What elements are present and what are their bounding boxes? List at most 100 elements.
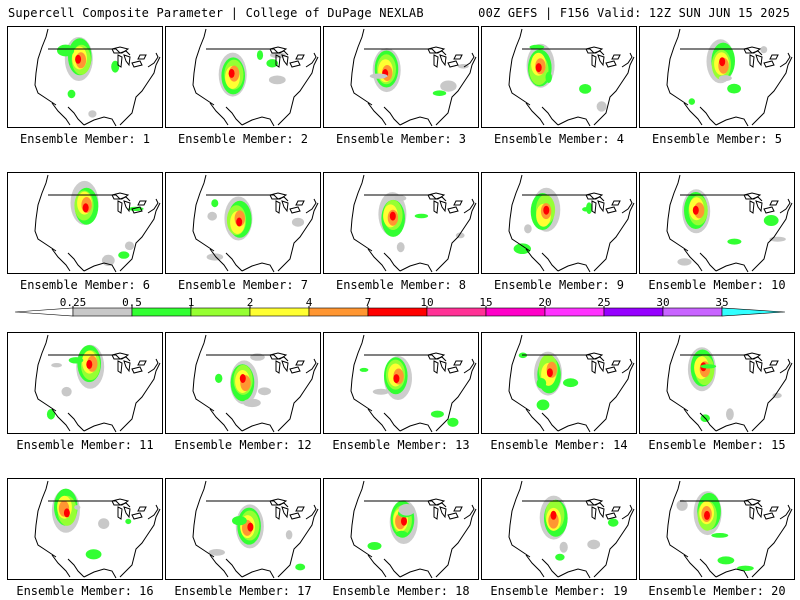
great-lake (433, 54, 439, 68)
great-lake (439, 360, 447, 373)
great-lake (439, 200, 447, 213)
colorbar-segment (131, 307, 192, 317)
great-lake (289, 60, 301, 68)
great-lake (453, 506, 463, 512)
colorbar-segment (426, 307, 487, 317)
great-lake (743, 192, 762, 200)
great-lake (111, 192, 130, 200)
colorbar-segment (544, 307, 605, 317)
ensemble-map (481, 172, 637, 274)
scp-field (367, 500, 418, 550)
great-lake (769, 506, 779, 512)
great-lake (137, 360, 147, 366)
great-lake (453, 200, 463, 206)
great-lake (749, 360, 755, 374)
ensemble-map (481, 478, 637, 580)
us-outline (666, 480, 793, 579)
ensemble-member-panel: Ensemble Member: 19 (481, 478, 637, 598)
great-lake (597, 506, 605, 519)
great-lake (605, 60, 617, 68)
scp-field (518, 351, 579, 411)
great-lake (131, 206, 143, 214)
great-lake (591, 200, 597, 214)
great-lake (281, 200, 289, 213)
us-outline (34, 174, 161, 273)
great-lake (453, 54, 463, 60)
ensemble-member-panel: Ensemble Member: 17 (165, 478, 321, 598)
great-lake (295, 54, 305, 60)
great-lake (433, 360, 439, 374)
great-lake (281, 54, 289, 67)
ensemble-member-panel: Ensemble Member: 10 (639, 172, 795, 292)
colorbar-segment (603, 307, 664, 317)
us-outline (508, 334, 635, 433)
ensemble-member-label: Ensemble Member: 15 (648, 438, 786, 452)
great-lake (131, 366, 143, 374)
great-lake (289, 206, 301, 214)
ensemble-member-label: Ensemble Member: 11 (16, 438, 154, 452)
ensemble-map (481, 26, 637, 128)
us-outline (350, 480, 477, 579)
great-lake (123, 54, 131, 67)
scp-field (539, 495, 619, 561)
great-lake (269, 352, 288, 360)
great-lake (131, 60, 143, 68)
great-lake (743, 498, 762, 506)
colorbar-segment (72, 307, 133, 317)
ensemble-map (323, 478, 479, 580)
great-lake (755, 360, 763, 373)
us-outline (508, 174, 635, 273)
scp-field (378, 192, 465, 253)
ensemble-map (639, 332, 795, 434)
ensemble-map (323, 26, 479, 128)
great-lake (427, 498, 446, 506)
great-lake (447, 366, 459, 374)
great-lake (275, 360, 281, 374)
ensemble-member-panel: Ensemble Member: 6 (7, 172, 163, 292)
ensemble-member-panel: Ensemble Member: 16 (7, 478, 163, 598)
scp-field (513, 187, 593, 254)
great-lake (611, 54, 621, 60)
ensemble-member-label: Ensemble Member: 8 (335, 278, 467, 292)
great-lake (117, 506, 123, 520)
great-lake (611, 360, 621, 366)
colorbar-below-arrow (14, 307, 74, 317)
ensemble-member-label: Ensemble Member: 10 (648, 278, 786, 292)
ensemble-member-label: Ensemble Member: 12 (174, 438, 312, 452)
great-lake (769, 200, 779, 206)
us-outline (34, 480, 161, 579)
ensemble-member-label: Ensemble Member: 18 (332, 584, 470, 598)
great-lake (111, 46, 130, 54)
great-lake (605, 206, 617, 214)
colorbar: 0.25 0.5 1 2 4 7 10 15 20 25 30 35 (14, 297, 786, 317)
great-lake (769, 360, 779, 366)
great-lake (755, 200, 763, 213)
ensemble-member-panel: Ensemble Member: 5 (639, 26, 795, 146)
scp-field (215, 353, 271, 408)
great-lake (447, 60, 459, 68)
great-lake (295, 200, 305, 206)
great-lake (585, 498, 604, 506)
colorbar-tick-label: 7 (365, 297, 372, 309)
great-lake (117, 360, 123, 374)
ensemble-map (165, 332, 321, 434)
ensemble-member-label: Ensemble Member: 19 (490, 584, 628, 598)
us-outline (34, 28, 161, 127)
great-lake (755, 54, 763, 67)
ensemble-member-panel: Ensemble Member: 9 (481, 172, 637, 292)
ensemble-member-panel: Ensemble Member: 11 (7, 332, 163, 452)
great-lake (269, 498, 288, 506)
ensemble-member-label: Ensemble Member: 7 (177, 278, 309, 292)
scp-field (206, 196, 305, 261)
great-lake (591, 506, 597, 520)
ensemble-member-label: Ensemble Member: 17 (174, 584, 312, 598)
great-lake (281, 360, 289, 373)
ensemble-map (481, 332, 637, 434)
great-lake (427, 46, 446, 54)
ensemble-member-panel: Ensemble Member: 20 (639, 478, 795, 598)
great-lake (749, 54, 755, 68)
great-lake (447, 206, 459, 214)
ensemble-member-label: Ensemble Member: 6 (19, 278, 151, 292)
great-lake (111, 352, 130, 360)
colorbar-segment (367, 307, 428, 317)
